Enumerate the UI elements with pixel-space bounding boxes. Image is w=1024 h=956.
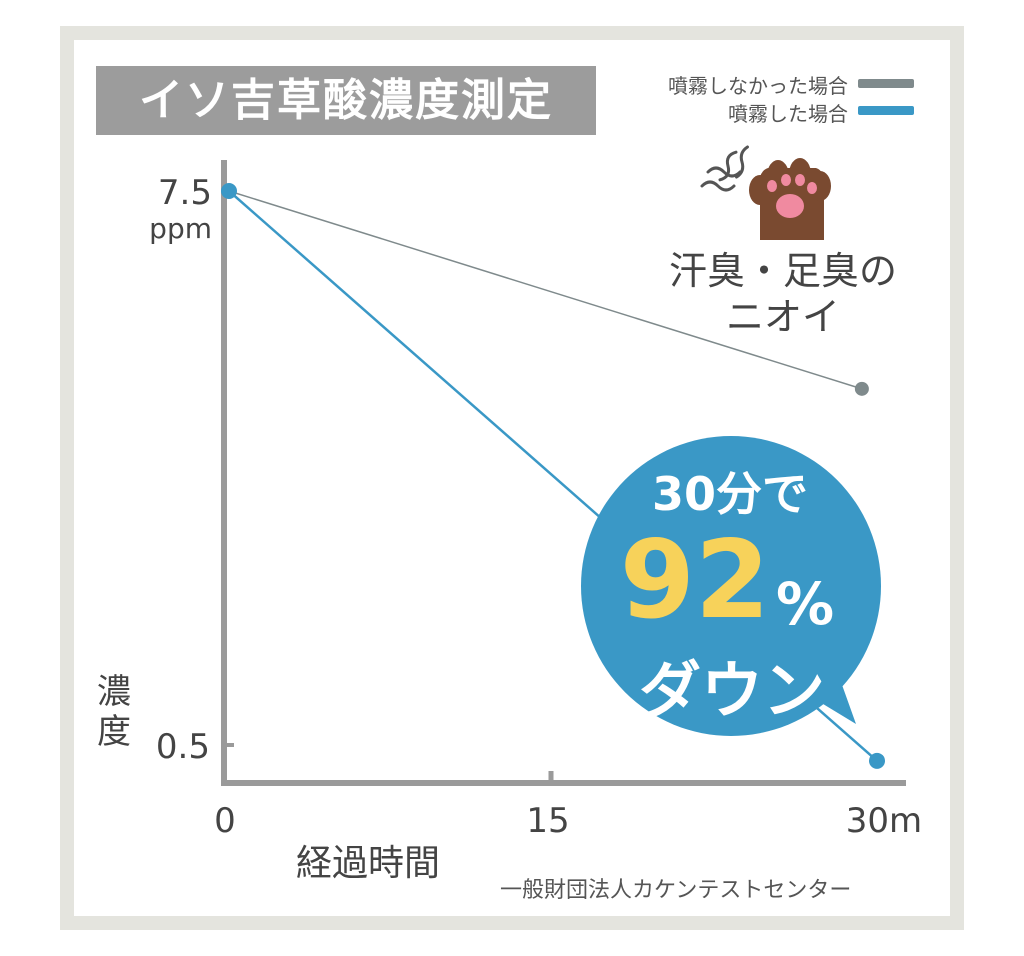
- callout-bubble: [581, 436, 881, 736]
- series-line-no-spray: [228, 190, 863, 390]
- x-tick-label-30: 30m: [846, 801, 922, 841]
- odor-label-line2: ニオイ: [725, 295, 840, 339]
- callout-value: 92: [619, 518, 770, 643]
- y-tick-label-1: 0.5: [156, 727, 210, 767]
- callout-unit: %: [776, 570, 835, 638]
- callout-top-text: 30分で: [651, 467, 808, 521]
- y-tick-label-0: 7.5: [158, 173, 212, 213]
- paw-icon: [700, 145, 831, 240]
- x-tick-label-0: 0: [214, 801, 236, 841]
- data-point-spray-0: [221, 183, 237, 199]
- callout-bottom-text: ダウン: [638, 654, 825, 727]
- y-axis-label: 濃度: [97, 672, 131, 752]
- source-credit: 一般財団法人カケンテストセンター: [500, 878, 852, 903]
- data-point-spray-30: [869, 752, 885, 769]
- legend-label-spray: 噴霧した場合: [728, 102, 848, 126]
- legend-swatch-spray: [858, 106, 914, 115]
- title-background: [96, 66, 596, 135]
- odor-label: 汗臭・足臭の ニオイ: [648, 248, 918, 340]
- x-tick-label-15: 15: [526, 801, 569, 841]
- legend-swatch-no-spray: [858, 79, 914, 88]
- odor-label-line1: 汗臭・足臭の: [668, 249, 897, 293]
- chart-title: イソ吉草酸濃度測定: [139, 75, 553, 126]
- y-unit-label: ppm: [149, 212, 212, 245]
- x-axis-label: 経過時間: [296, 843, 441, 884]
- legend-label-no-spray: 噴霧しなかった場合: [668, 74, 848, 98]
- data-point-no-spray-30: [854, 381, 869, 396]
